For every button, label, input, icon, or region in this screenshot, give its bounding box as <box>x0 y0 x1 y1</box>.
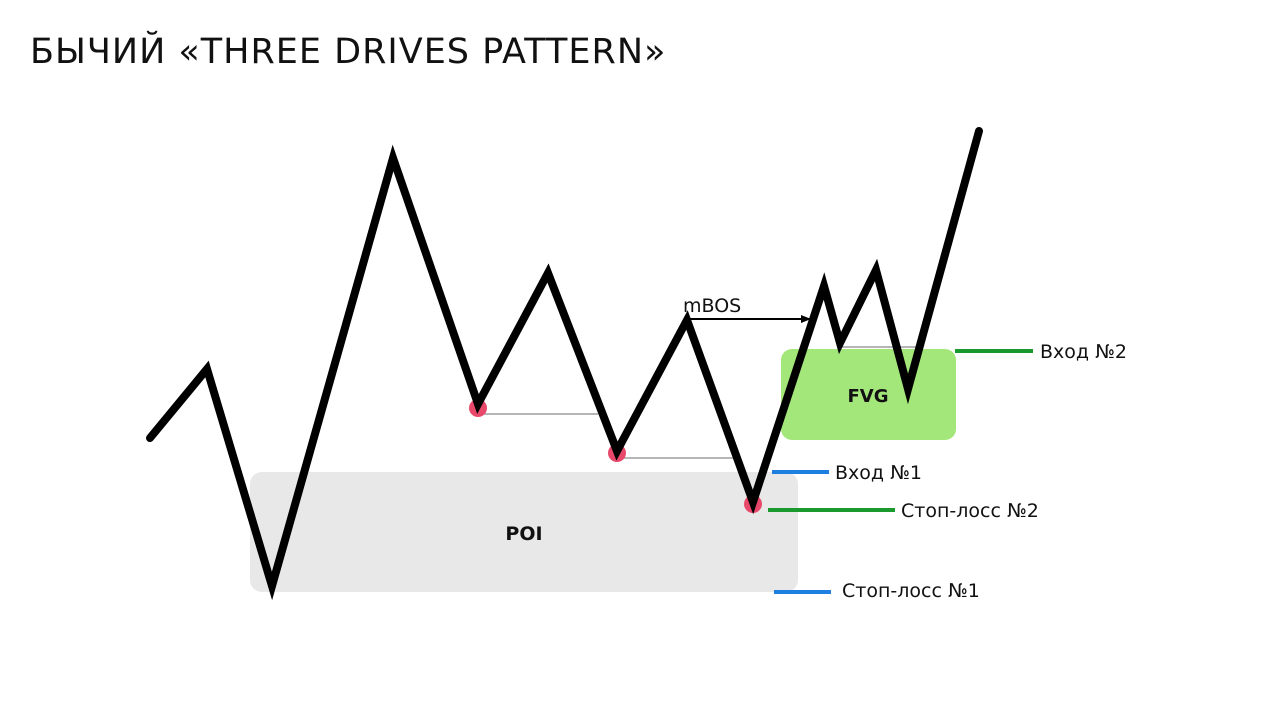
stop-loss-1-label: Стоп-лосс №1 <box>842 580 980 602</box>
entry-1-label: Вход №1 <box>835 462 922 484</box>
entry-2-label: Вход №2 <box>1040 341 1127 363</box>
poi-zone <box>250 472 798 592</box>
fvg-label: FVG <box>847 386 888 407</box>
price-path <box>146 127 983 601</box>
mbos-label: mBOS <box>683 295 741 317</box>
page-title: БЫЧИЙ «THREE DRIVES PATTERN» <box>30 32 667 72</box>
poi-label: POI <box>505 523 542 545</box>
stop-loss-2-label: Стоп-лосс №2 <box>901 500 1039 522</box>
